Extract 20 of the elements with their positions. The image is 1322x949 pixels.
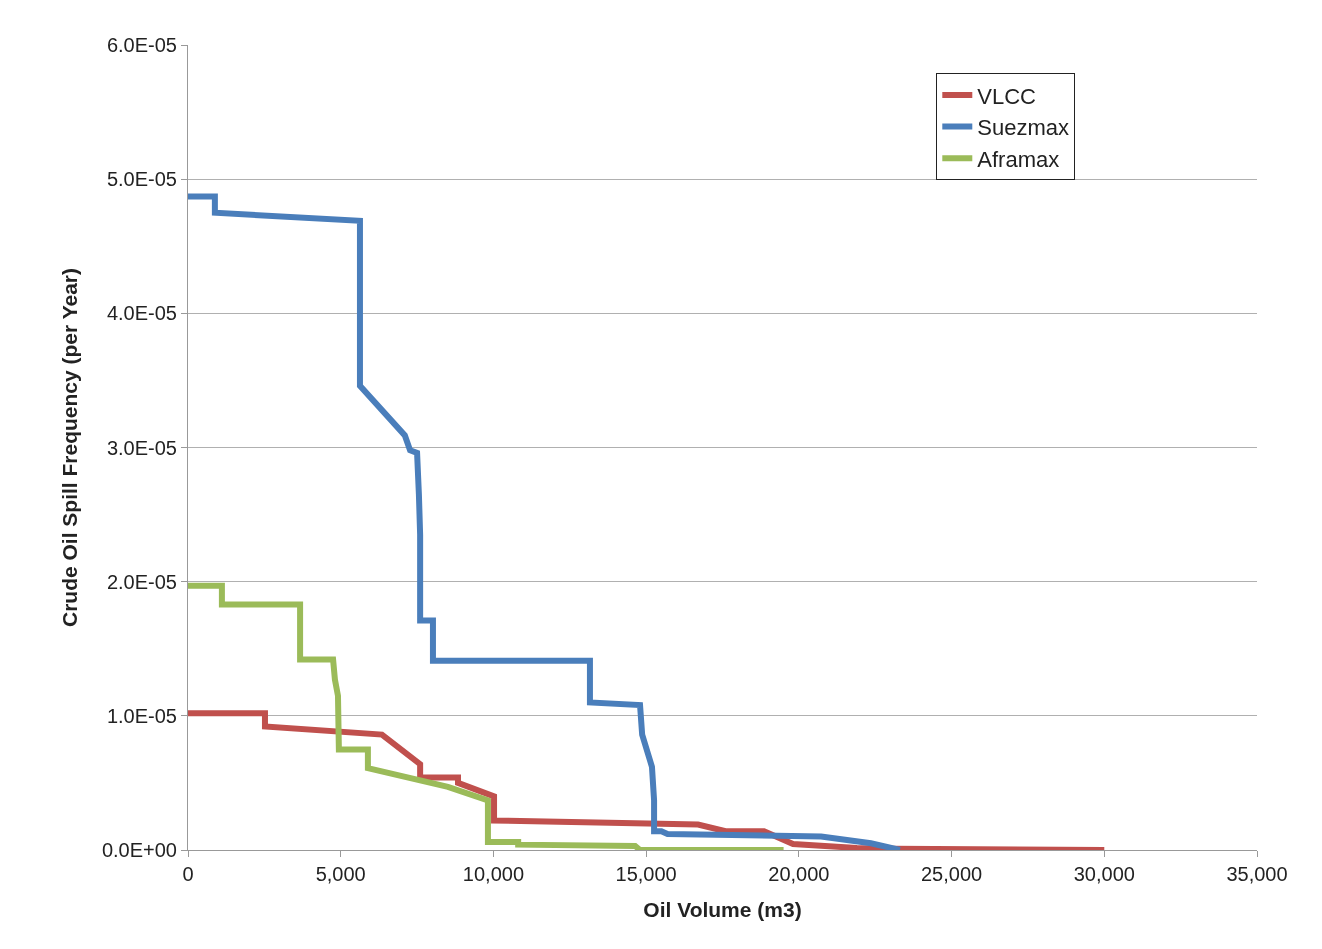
y-tick-label: 0.0E+00 bbox=[101, 839, 177, 861]
legend-label: VLCC bbox=[977, 83, 1037, 109]
x-tick-label: 20,000 bbox=[768, 863, 830, 885]
legend-label: Aframax bbox=[977, 146, 1060, 172]
legend-label: Suezmax bbox=[977, 115, 1070, 141]
y-tick-label: 5.0E-05 bbox=[106, 168, 177, 191]
x-tick-label: 0 bbox=[182, 863, 194, 885]
x-tick-label: 25,000 bbox=[920, 863, 983, 885]
x-tick-label: 10,000 bbox=[462, 863, 525, 885]
x-tick-label: 35,000 bbox=[1226, 863, 1288, 885]
x-axis-title: Oil Volume (m3) bbox=[643, 898, 802, 922]
x-tick-label: 15,000 bbox=[615, 863, 677, 885]
x-tick-label: 5,000 bbox=[315, 863, 366, 885]
y-tick-label: 6.0E-05 bbox=[106, 34, 177, 56]
y-tick-label: 2.0E-05 bbox=[106, 570, 177, 593]
x-tick-label: 30,000 bbox=[1073, 863, 1135, 885]
y-tick-label: 4.0E-05 bbox=[106, 302, 177, 325]
y-axis-title: Crude Oil Spill Frequency (per Year) bbox=[58, 267, 82, 628]
y-tick-label: 3.0E-05 bbox=[106, 436, 177, 459]
y-tick-label: 1.0E-05 bbox=[106, 704, 177, 727]
